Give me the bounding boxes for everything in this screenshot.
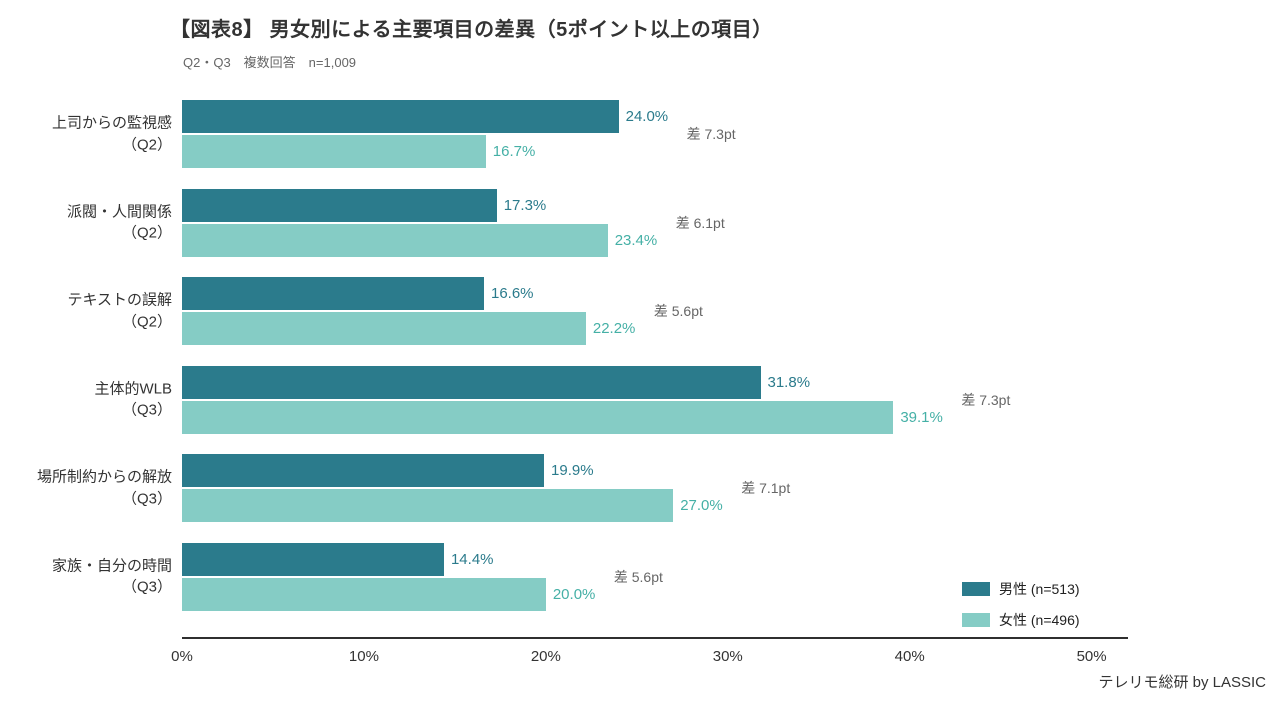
category-label: 場所制約からの解放 （Q3） bbox=[36, 468, 172, 507]
bar-male bbox=[182, 365, 761, 399]
bar-male bbox=[182, 188, 497, 222]
x-axis-line bbox=[182, 637, 1128, 639]
bar-male bbox=[182, 277, 484, 310]
legend-item: 男性 (n=513) bbox=[962, 576, 1080, 602]
bar-group: 場所制約からの解放 （Q3） 19.9% 27.0% 差 7.1pt bbox=[37, 454, 1128, 522]
value-label-male: 24.0% bbox=[625, 108, 669, 125]
bar-male bbox=[182, 454, 545, 487]
chart-title: 【図表8】 男女別による主要項目の差異（5ポイント以上の項目） bbox=[170, 19, 773, 41]
x-axis-tick: 0% bbox=[171, 648, 193, 665]
diff-label: 差 6.1pt bbox=[675, 214, 725, 231]
x-axis-tick: 40% bbox=[894, 648, 925, 665]
category-label: 派閥・人間関係 （Q2） bbox=[66, 202, 172, 242]
bar-group: 派閥・人間関係 （Q2） 17.3% 23.4% 差 6.1pt bbox=[67, 188, 1128, 257]
bar-male bbox=[182, 542, 444, 576]
value-label-female: 27.0% bbox=[680, 497, 723, 514]
x-axis-tick: 50% bbox=[1076, 648, 1107, 665]
bar-group: 主体的WLB （Q3） 31.8% 39.1% 差 7.3pt bbox=[94, 365, 1128, 434]
bar-female bbox=[182, 312, 586, 345]
category-label: 主体的WLB （Q3） bbox=[94, 379, 172, 419]
legend: 男性 (n=513) 女性 (n=496) bbox=[962, 576, 1080, 638]
value-label-female: 20.0% bbox=[552, 585, 596, 603]
x-axis-tick: 10% bbox=[348, 648, 379, 665]
legend-label: 男性 (n=513) bbox=[999, 581, 1080, 597]
value-label-female: 22.2% bbox=[592, 320, 636, 337]
bar-female bbox=[182, 577, 546, 611]
value-label-female: 23.4% bbox=[614, 231, 658, 249]
category-label: テキストの誤解 （Q2） bbox=[67, 291, 172, 330]
bar-female bbox=[182, 400, 894, 434]
x-axis-tick: 30% bbox=[712, 648, 743, 665]
diff-label: 差 5.6pt bbox=[653, 303, 703, 319]
source-credit: テレリモ総研 by LASSIC bbox=[1098, 674, 1266, 691]
value-label-male: 16.6% bbox=[490, 285, 534, 302]
bar-group: 上司からの監視感 （Q2） 24.0% 16.7% 差 7.3pt bbox=[52, 100, 1128, 168]
chart-subtitle: Q2・Q3 複数回答 n=1,009 bbox=[183, 55, 357, 70]
bar-group: テキストの誤解 （Q2） 16.6% 22.2% 差 5.6pt bbox=[67, 277, 1128, 345]
category-label: 家族・自分の時間 （Q3） bbox=[51, 556, 172, 596]
bar-female bbox=[182, 135, 486, 168]
diff-label: 差 7.3pt bbox=[961, 391, 1011, 408]
plot-area: 上司からの監視感 （Q2） 24.0% 16.7% 差 7.3pt 派閥・人間関係 （Q… bbox=[37, 100, 1128, 636]
bar-male bbox=[182, 100, 619, 133]
diff-label: 差 5.6pt bbox=[613, 568, 663, 585]
legend-label: 女性 (n=496) bbox=[999, 612, 1080, 628]
bar-female bbox=[182, 489, 674, 522]
value-label-male: 31.8% bbox=[767, 373, 811, 391]
value-label-male: 19.9% bbox=[551, 462, 594, 479]
category-label: 上司からの監視感 （Q2） bbox=[51, 114, 172, 153]
value-label-female: 16.7% bbox=[492, 143, 536, 160]
legend-swatch bbox=[962, 613, 990, 627]
value-label-female: 39.1% bbox=[900, 408, 943, 426]
bar-group: 家族・自分の時間 （Q3） 14.4% 20.0% 差 5.6pt bbox=[52, 542, 1128, 611]
diff-label: 差 7.3pt bbox=[686, 126, 736, 142]
legend-swatch bbox=[962, 582, 990, 596]
value-label-male: 17.3% bbox=[503, 196, 547, 214]
value-label-male: 14.4% bbox=[450, 550, 494, 568]
legend-item: 女性 (n=496) bbox=[962, 607, 1080, 633]
x-axis-tick: 20% bbox=[530, 648, 561, 665]
diff-label: 差 7.1pt bbox=[741, 480, 791, 496]
bar-female bbox=[182, 223, 608, 257]
